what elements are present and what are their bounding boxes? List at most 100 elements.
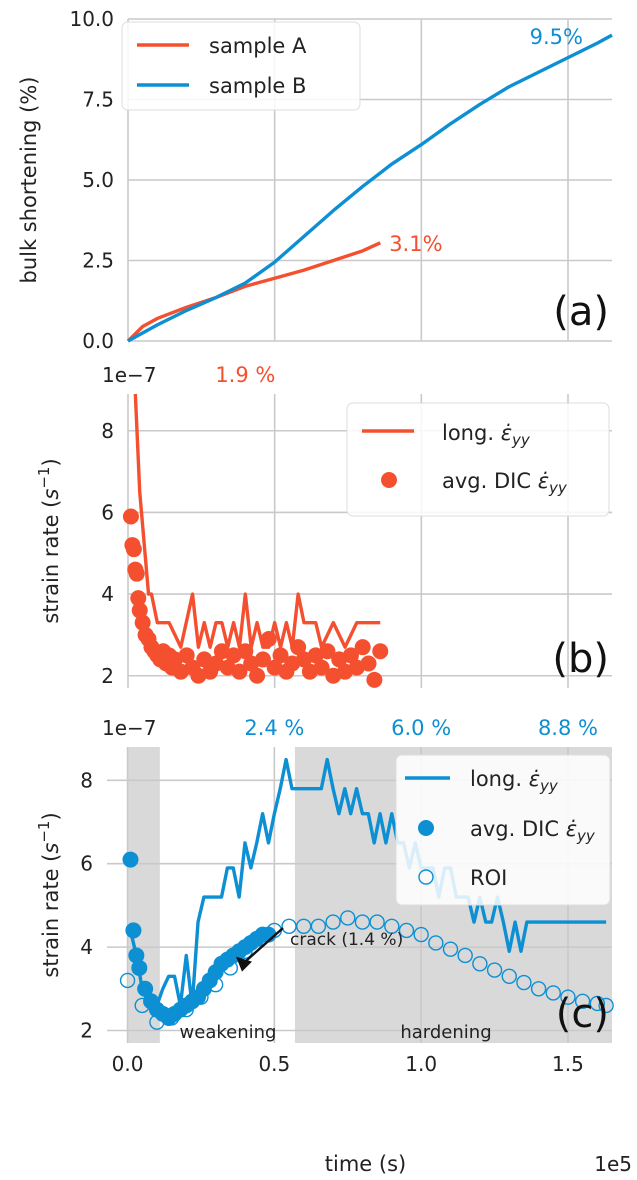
roi-point (442, 941, 459, 957)
y-tick-label: 8 (80, 768, 93, 792)
dic-point (125, 541, 142, 558)
panel-c: 2 4 6 8 0.0 0.5 1.0 1.5 strain rate (s−1) time (s… (35, 716, 632, 1176)
y-offset-text: 1e−7 (102, 363, 157, 387)
panel-b: 2 4 6 8 strain rate (s−1) 1e−7 1.9 % (b) long. ε… (35, 363, 612, 688)
dic-point (313, 659, 330, 676)
y-tick-label: 4 (80, 935, 93, 959)
y-tick-label: 6 (80, 852, 93, 876)
x-tick-label: 0.0 (112, 1052, 144, 1076)
roi-point (207, 976, 224, 993)
dic-point (125, 922, 142, 939)
y-tick-label: 5.0 (82, 168, 114, 192)
series-sample-a-line (126, 241, 381, 343)
endpoint-label: 9.5% (530, 25, 583, 49)
roi-point (398, 922, 415, 939)
dic-point (237, 643, 254, 660)
dic-point (290, 639, 307, 656)
roi-point (163, 1010, 180, 1026)
y-tick-label: 6 (101, 500, 114, 524)
legend: long. ε̇yy avg. DIC ε̇yy ROI (395, 754, 611, 906)
crack-arrow-head (236, 956, 252, 972)
strain-percent-label: 1.9 % (215, 363, 275, 387)
strain-percent-label: 8.8 % (538, 716, 598, 740)
y-axis-label: strain rate (s−1) (35, 812, 63, 977)
endpoint-label: 3.1% (389, 232, 442, 256)
series-sample-b-line (127, 33, 613, 343)
series-long-yy-line (133, 393, 381, 649)
dic-point (131, 959, 148, 976)
dic-point (272, 647, 289, 664)
legend-label: avg. DIC ε̇yy (442, 469, 568, 497)
dic-point (254, 651, 271, 668)
roi-point (428, 935, 444, 951)
roi-point (340, 910, 356, 926)
dic-point (260, 631, 277, 647)
y-tick-label: 0.0 (82, 329, 114, 353)
legend-label: avg. DIC ε̇yy (470, 817, 596, 845)
dic-point (372, 643, 389, 660)
roi-point (457, 947, 473, 964)
series-long-yy-line (128, 757, 607, 1012)
roi-point (589, 995, 606, 1012)
dic-point (134, 614, 151, 631)
strain-percent-label: 6.0 % (391, 716, 451, 740)
x-tick-label: 0.5 (258, 1052, 290, 1076)
roi-point (369, 914, 385, 930)
y-offset-text: 1e−7 (102, 716, 157, 740)
dic-point (231, 663, 248, 680)
y-tick-label: 4 (101, 582, 114, 606)
y-tick-label: 2.5 (82, 249, 114, 273)
dic-point (128, 947, 145, 964)
roi-point (501, 968, 517, 984)
legend-label: sample A (209, 34, 307, 58)
roi-point (486, 962, 503, 978)
dic-point (131, 602, 148, 619)
roi-point (251, 931, 268, 947)
y-tick-label: 7.5 (82, 88, 114, 112)
x-tick-label: 1.5 (552, 1052, 584, 1076)
legend-swatch (381, 472, 397, 488)
roi-point (598, 997, 614, 1014)
roi-point (222, 960, 239, 976)
legend-swatch (418, 869, 434, 885)
roi-point (413, 926, 429, 943)
crack-annotation: crack (1.4 %) (290, 930, 403, 950)
roi-point (560, 989, 576, 1005)
roi-point (310, 918, 327, 934)
y-tick-label: 2 (101, 664, 114, 688)
dic-point (130, 590, 147, 607)
region-label-weakening: weakening (180, 1022, 277, 1043)
y-axis-label: strain rate (s−1) (35, 458, 63, 623)
dic-point (319, 643, 336, 660)
panel-a: 0.0 2.5 5.0 7.5 10.0 bulk shortening (%) 3.1% 9… (17, 7, 613, 353)
roi-point (384, 918, 400, 934)
x-offset-text: 1e5 (594, 1152, 632, 1176)
region-label-hardening: hardening (400, 1022, 491, 1043)
roi-point (119, 972, 136, 989)
legend-label: long. ε̇yy (470, 767, 559, 795)
x-tick-label: 1.0 (405, 1052, 437, 1076)
legend-box (395, 754, 611, 906)
crack-arrow (243, 927, 284, 964)
roi-point (545, 985, 561, 1001)
roi-point (149, 1014, 165, 1030)
roi-point (530, 981, 547, 997)
roi-point (574, 993, 591, 1010)
legend-label: ROI (470, 866, 507, 890)
roi-point (516, 974, 532, 991)
y-axis-label: bulk shortening (%) (17, 77, 41, 284)
dic-point (366, 671, 383, 688)
legend-swatch (418, 820, 434, 836)
roi-point (178, 1001, 194, 1018)
strain-percent-label: 2.4 % (244, 716, 304, 740)
dic-point (342, 647, 359, 664)
panel-label: (a) (553, 289, 609, 335)
dic-point (122, 851, 139, 868)
dic-point (178, 647, 195, 664)
legend-label: long. ε̇yy (442, 421, 531, 449)
x-axis-label: time (s) (325, 1152, 406, 1176)
panel-label: (c) (556, 991, 609, 1037)
y-tick-label: 8 (101, 419, 114, 443)
roi-point (193, 989, 209, 1005)
